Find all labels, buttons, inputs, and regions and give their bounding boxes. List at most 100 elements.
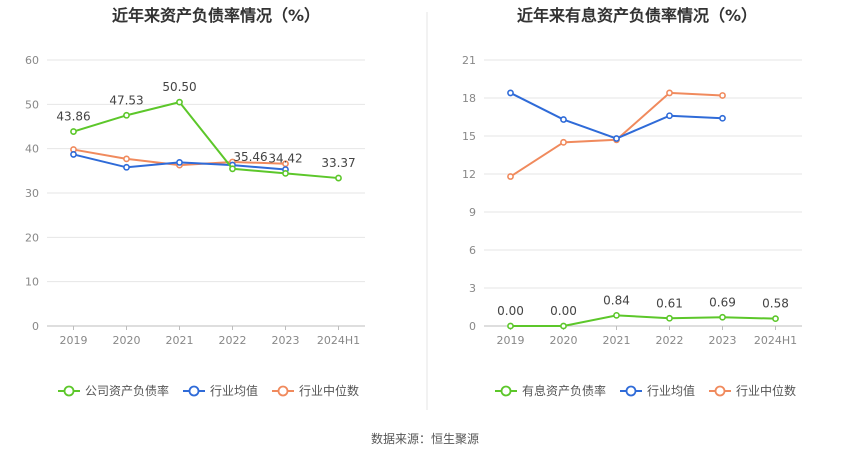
chart-title: 近年来资产负债率情况（%）	[112, 6, 320, 25]
data-point	[719, 313, 726, 321]
legend-marker	[277, 385, 289, 397]
y-tick-label: 9	[469, 206, 476, 219]
data-label: 47.53	[109, 93, 143, 107]
y-tick-label: 12	[462, 168, 476, 181]
data-labels: 0.00 0.00 0.84 0.61 0.69 0.58	[497, 293, 789, 318]
data-label: 34.42	[268, 151, 302, 165]
x-tick-label: 2022	[656, 334, 684, 347]
data-point	[70, 128, 77, 135]
legend-label: 行业均值	[647, 383, 695, 398]
data-point	[123, 163, 130, 171]
legend-label: 行业均值	[210, 383, 258, 398]
y-tick-label: 40	[25, 143, 39, 156]
legend-item-1[interactable]: 行业均值	[183, 383, 258, 398]
data-point	[176, 98, 183, 106]
x-axis-ticks: 2019 2020 2021 2022 2023 2024H1	[60, 326, 360, 347]
legend-item-0[interactable]: 有息资产负债率	[495, 383, 606, 398]
data-label: 33.37	[321, 156, 355, 170]
data-point	[176, 159, 183, 166]
legend-marker	[714, 385, 726, 397]
legend-marker	[63, 385, 75, 397]
legend-marker	[625, 385, 637, 397]
data-point	[70, 151, 77, 158]
legend-label: 行业中位数	[299, 383, 359, 398]
x-tick-label: 2023	[272, 334, 300, 347]
data-point	[719, 114, 726, 122]
x-tick-label: 2024H1	[317, 334, 360, 347]
series-line-1	[510, 92, 723, 140]
y-tick-label: 30	[25, 187, 39, 200]
series-line-0	[73, 100, 339, 180]
data-point	[666, 89, 673, 97]
legend-item-0[interactable]: 公司资产负债率	[58, 383, 169, 398]
data-point	[507, 173, 514, 180]
data-label: 43.86	[56, 110, 90, 124]
series-line-0	[510, 314, 776, 327]
data-point	[123, 111, 130, 119]
x-tick-label: 2020	[550, 334, 578, 347]
data-labels: 43.86 47.53 50.50 35.46 34.42 33.37	[56, 80, 355, 170]
data-point	[507, 89, 514, 97]
data-point	[560, 322, 567, 330]
data-point	[613, 135, 620, 142]
data-point	[282, 170, 289, 177]
y-tick-label: 50	[25, 98, 39, 111]
grid-lines	[484, 59, 802, 327]
data-point	[507, 322, 514, 330]
x-tick-label: 2023	[709, 334, 737, 347]
data-point	[560, 138, 567, 146]
x-tick-label: 2019	[497, 334, 525, 347]
y-tick-label: 60	[25, 54, 39, 67]
legend-marker	[500, 385, 512, 397]
legend: 有息资产负债率 行业均值 行业中位数	[495, 383, 796, 398]
data-source-note: 数据来源：恒生聚源	[371, 431, 479, 446]
x-tick-label: 2019	[60, 334, 88, 347]
data-point	[666, 314, 673, 322]
legend-label: 公司资产负债率	[85, 383, 169, 398]
y-tick-label: 15	[462, 130, 476, 143]
x-axis-ticks: 2019 2020 2021 2022 2023 2024H1	[497, 326, 797, 347]
interest-bearing-debt-ratio-chart: 近年来有息资产负债率情况（%） 0 3 6 9 12 15 18 21 2019 2020 202…	[462, 6, 802, 398]
data-label: 0.00	[550, 304, 577, 318]
legend-item-2[interactable]: 行业中位数	[709, 383, 796, 398]
x-tick-label: 2020	[113, 334, 141, 347]
y-tick-label: 20	[25, 231, 39, 244]
data-point	[719, 92, 726, 99]
y-tick-label: 0	[32, 320, 39, 333]
data-label: 0.58	[762, 297, 789, 311]
data-label: 50.50	[162, 80, 196, 94]
x-tick-label: 2024H1	[754, 334, 797, 347]
data-point	[666, 112, 673, 120]
y-axis-ticks: 0 10 20 30 40 50 60	[25, 54, 39, 333]
y-tick-label: 18	[462, 92, 476, 105]
y-axis-ticks: 0 3 6 9 12 15 18 21	[462, 54, 476, 333]
data-label: 35.46	[233, 150, 267, 164]
y-tick-label: 6	[469, 244, 476, 257]
grid-lines	[47, 59, 365, 327]
series-line-2	[509, 91, 723, 178]
y-tick-label: 3	[469, 282, 476, 295]
data-point	[335, 174, 342, 182]
data-point	[613, 311, 620, 319]
debt-ratio-chart: 近年来资产负债率情况（%） 0 10 20 30 40 50 60 2019 2020 2021…	[25, 6, 365, 398]
legend: 公司资产负债率 行业均值 行业中位数	[58, 383, 359, 398]
legend-label: 行业中位数	[736, 383, 796, 398]
data-label: 0.84	[603, 293, 630, 307]
x-tick-label: 2022	[219, 334, 247, 347]
x-tick-label: 2021	[603, 334, 631, 347]
data-label: 0.00	[497, 304, 524, 318]
y-tick-label: 0	[469, 320, 476, 333]
legend-item-2[interactable]: 行业中位数	[272, 383, 359, 398]
legend-marker	[188, 385, 200, 397]
series-lines	[70, 98, 342, 182]
data-point	[229, 165, 236, 173]
data-point	[123, 155, 130, 163]
legend-item-1[interactable]: 行业均值	[620, 383, 695, 398]
data-point	[772, 315, 779, 323]
data-point	[560, 116, 567, 123]
x-tick-label: 2021	[166, 334, 194, 347]
y-tick-label: 21	[462, 54, 476, 67]
y-tick-label: 10	[25, 276, 39, 289]
data-label: 0.69	[709, 295, 736, 309]
